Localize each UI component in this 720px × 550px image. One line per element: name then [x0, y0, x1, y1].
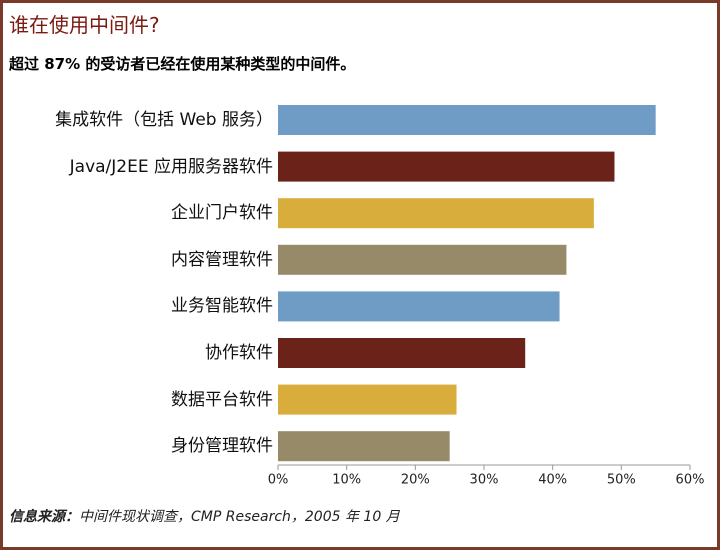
category-label: 数据平台软件: [171, 389, 273, 410]
category-label: 集成软件（包括 Web 服务）: [55, 110, 273, 130]
bar: [278, 151, 615, 182]
category-label: 协作软件: [205, 343, 273, 363]
bar: [278, 431, 450, 462]
category-label: 内容管理软件: [171, 249, 273, 270]
source: 信息来源：中间件现状调查，CMP Research，2005 年 10 月: [9, 506, 400, 526]
bar: [278, 291, 560, 322]
category-label: 企业门户软件: [171, 203, 273, 224]
x-tick-label: 10%: [332, 473, 361, 488]
x-tick-label: 40%: [538, 473, 567, 488]
bar: [278, 338, 526, 368]
category-label: 身份管理软件: [171, 436, 273, 457]
x-tick-label: 50%: [607, 473, 636, 488]
category-label: Java/J2EE 应用服务器软件: [69, 156, 273, 177]
source-text: 中间件现状调查，CMP Research，2005 年 10 月: [79, 509, 400, 525]
bar: [278, 244, 567, 275]
bar: [278, 384, 457, 415]
x-tick-label: 20%: [401, 473, 430, 488]
category-label: 业务智能软件: [171, 296, 273, 317]
plot: 0% 10% 20% 30% 40% 50% 60%: [268, 105, 705, 488]
x-tick-label: 30%: [470, 473, 499, 488]
source-label: 信息来源：: [9, 509, 79, 525]
chart-subtitle: 超过 87% 的受访者已经在使用某种类型的中间件。: [9, 55, 356, 73]
x-tick-label: 0%: [268, 473, 289, 488]
x-tick-label: 60%: [676, 473, 705, 488]
bar: [278, 198, 594, 229]
bar: [278, 105, 656, 135]
chart-title: 谁在使用中间件?: [9, 13, 160, 37]
